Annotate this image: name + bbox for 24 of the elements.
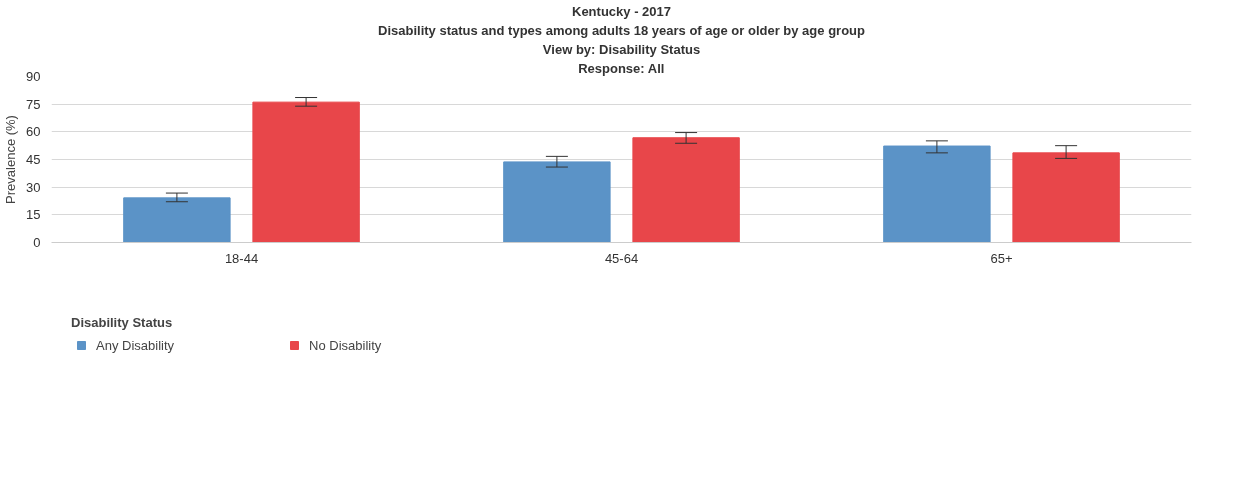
y-tick-label: 90	[26, 69, 41, 84]
legend-label: Any Disability	[96, 337, 175, 353]
y-tick-label: 60	[26, 124, 41, 140]
x-tick-label: 65+	[990, 250, 1013, 266]
y-tick-label: 0	[33, 235, 41, 250]
bar	[1012, 152, 1120, 243]
x-tick-label: 18-44	[224, 250, 259, 266]
text: Response: All	[578, 60, 665, 76]
legend-title: Disability Status	[71, 315, 174, 330]
bar	[632, 137, 740, 243]
text: View by: Disability Status	[542, 41, 701, 57]
y-tick-label: 45	[26, 152, 41, 167]
chart-title: Kentucky - 2017	[572, 3, 671, 19]
chart-subtitle: Disability status and types among adults 18 years of age or older by age group	[378, 22, 866, 38]
bar	[883, 145, 991, 243]
x-tick-label: 45-64	[604, 250, 639, 266]
legend-label: No Disability	[309, 337, 382, 353]
bar	[123, 197, 231, 243]
bar	[503, 161, 611, 243]
y-tick-label: 75	[26, 96, 41, 112]
y-tick-label: 15	[26, 207, 41, 223]
y-tick-label: 30	[26, 179, 41, 195]
y-axis-title: Prevalence (%)	[3, 115, 19, 204]
bar	[252, 101, 360, 243]
